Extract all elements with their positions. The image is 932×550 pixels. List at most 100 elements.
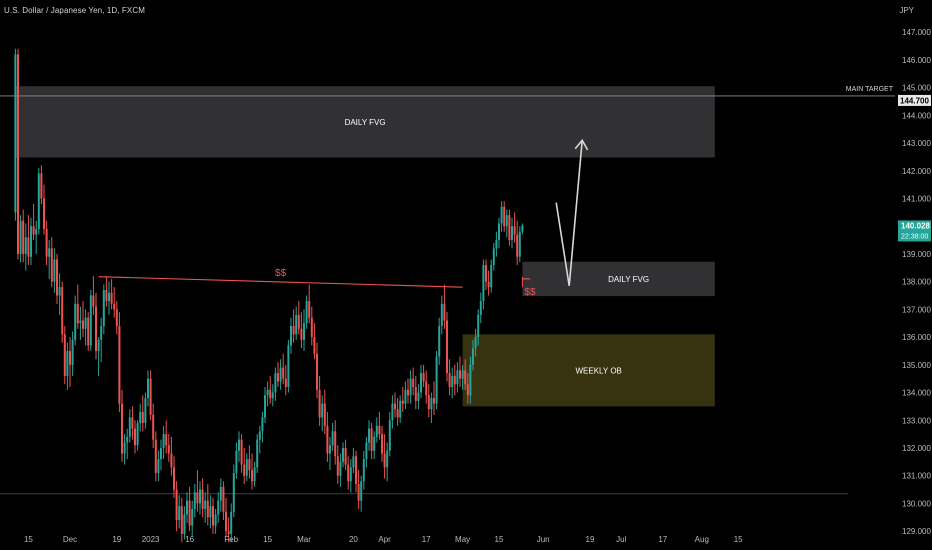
candle[interactable] (173, 456, 175, 498)
candle[interactable] (495, 231, 498, 257)
candle[interactable] (357, 470, 360, 509)
candle[interactable] (401, 386, 404, 412)
candle[interactable] (160, 439, 162, 471)
candle[interactable] (74, 295, 77, 346)
candle[interactable] (279, 359, 282, 390)
candle[interactable] (518, 226, 521, 263)
candle[interactable] (61, 281, 64, 343)
candle[interactable] (305, 295, 308, 329)
candle[interactable] (17, 48, 19, 260)
candle[interactable] (45, 220, 48, 266)
candle[interactable] (295, 306, 298, 340)
candle[interactable] (360, 475, 363, 512)
candle[interactable] (71, 331, 74, 376)
candle[interactable] (451, 367, 454, 399)
candle[interactable] (498, 217, 500, 249)
candle[interactable] (391, 395, 394, 429)
candle[interactable] (373, 431, 376, 460)
candle[interactable] (482, 259, 485, 310)
candle[interactable] (316, 342, 318, 399)
candle[interactable] (404, 381, 407, 410)
candle[interactable] (396, 398, 399, 426)
candle[interactable] (300, 312, 303, 349)
candle[interactable] (362, 450, 365, 490)
candle[interactable] (79, 306, 82, 340)
candle[interactable] (40, 165, 43, 205)
candle[interactable] (261, 411, 264, 443)
candle[interactable] (128, 409, 131, 443)
candle[interactable] (121, 389, 123, 462)
candle[interactable] (225, 497, 227, 537)
candle[interactable] (435, 350, 438, 410)
candle[interactable] (108, 281, 110, 315)
candle[interactable] (282, 353, 285, 385)
candle[interactable] (342, 442, 344, 468)
candle[interactable] (139, 403, 142, 432)
candle[interactable] (175, 481, 178, 532)
candle[interactable] (48, 240, 51, 279)
candle[interactable] (157, 450, 160, 482)
candle[interactable] (199, 481, 201, 515)
candle[interactable] (206, 484, 209, 526)
candle[interactable] (56, 253, 58, 304)
candle[interactable] (266, 381, 269, 407)
candle[interactable] (412, 367, 415, 396)
candle[interactable] (212, 497, 214, 534)
candle[interactable] (516, 220, 519, 266)
candle[interactable] (277, 362, 279, 387)
candle[interactable] (425, 370, 428, 404)
candle[interactable] (323, 389, 326, 435)
candle[interactable] (154, 431, 157, 482)
candle[interactable] (24, 223, 27, 271)
candle[interactable] (271, 384, 274, 407)
candle[interactable] (399, 395, 402, 424)
candle[interactable] (339, 453, 342, 487)
candle[interactable] (365, 436, 368, 468)
candle[interactable] (100, 317, 103, 363)
candle[interactable] (352, 447, 355, 473)
candle[interactable] (219, 478, 222, 512)
candle[interactable] (152, 403, 155, 448)
candle[interactable] (253, 461, 256, 487)
candle[interactable] (32, 204, 35, 241)
candle[interactable] (500, 201, 503, 232)
candle[interactable] (248, 445, 251, 479)
candle[interactable] (22, 209, 25, 263)
candle[interactable] (446, 312, 448, 382)
candle[interactable] (490, 259, 493, 293)
candle[interactable] (84, 309, 87, 346)
candle[interactable] (414, 375, 417, 410)
candle[interactable] (430, 392, 433, 424)
candle[interactable] (165, 420, 168, 454)
candle[interactable] (149, 370, 152, 421)
candle[interactable] (170, 436, 173, 476)
candle[interactable] (43, 184, 45, 235)
candle[interactable] (388, 411, 391, 457)
candle[interactable] (69, 337, 71, 387)
candle[interactable] (329, 436, 331, 471)
candle[interactable] (466, 373, 469, 404)
candle[interactable] (422, 364, 425, 387)
candle[interactable] (87, 312, 90, 351)
candle[interactable] (383, 434, 386, 479)
candle[interactable] (123, 434, 126, 465)
candle[interactable] (292, 309, 295, 343)
candle[interactable] (456, 362, 459, 393)
candle[interactable] (394, 392, 396, 418)
candle[interactable] (53, 248, 56, 293)
candle[interactable] (290, 317, 292, 354)
candle[interactable] (110, 278, 113, 310)
candle[interactable] (521, 223, 524, 235)
candle[interactable] (204, 492, 207, 523)
candle[interactable] (477, 309, 480, 346)
candle[interactable] (63, 326, 66, 385)
candle[interactable] (214, 508, 217, 534)
candle[interactable] (178, 495, 181, 529)
candle[interactable] (448, 359, 451, 396)
candle[interactable] (427, 384, 430, 418)
candle[interactable] (308, 284, 311, 324)
candle[interactable] (238, 431, 240, 462)
candle[interactable] (321, 395, 324, 432)
candle[interactable] (235, 442, 238, 479)
candle[interactable] (438, 317, 441, 365)
